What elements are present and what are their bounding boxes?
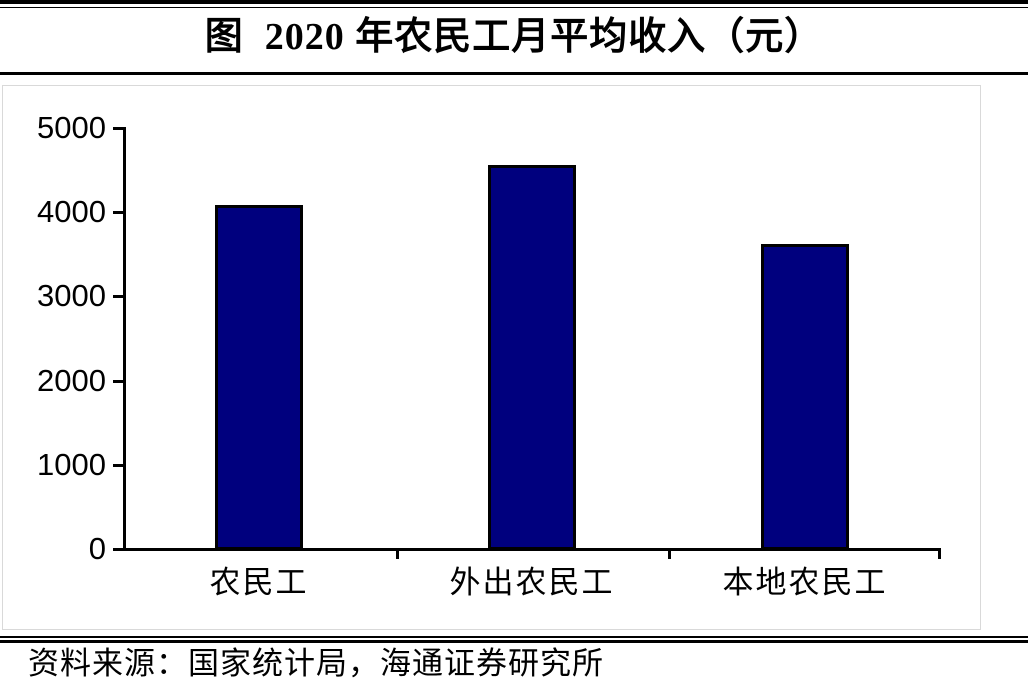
y-tick-mark (113, 211, 123, 214)
x-tick-mark (938, 548, 941, 559)
bar (761, 244, 849, 550)
y-tick-label: 2000 (37, 363, 106, 398)
y-tick-label: 3000 (37, 278, 106, 313)
y-tick-mark (113, 127, 123, 130)
y-axis-line (123, 127, 126, 551)
category-label: 本地农民工 (722, 565, 888, 600)
y-tick-label: 4000 (37, 194, 106, 229)
y-tick-mark (113, 548, 123, 551)
category-label: 农民工 (209, 565, 309, 600)
y-tick-label: 1000 (37, 447, 106, 482)
y-tick-mark (113, 295, 123, 298)
bar (215, 205, 303, 550)
bar (488, 165, 576, 550)
category-label: 外出农民工 (449, 565, 615, 600)
y-tick-label: 0 (88, 531, 106, 566)
top-border-thick (0, 0, 1028, 4)
x-tick-mark (396, 548, 399, 559)
x-tick-mark (668, 548, 671, 559)
top-border-thin (0, 7, 1028, 8)
title-divider (0, 72, 1028, 75)
source-note: 资料来源：国家统计局，海通证券研究所 (28, 646, 604, 681)
figure-title: 图 2020 年农民工月平均收入（元） (204, 16, 824, 58)
y-tick-mark (113, 464, 123, 467)
bottom-divider-thick (0, 640, 1028, 643)
bottom-divider-thin (0, 636, 1028, 638)
y-tick-label: 5000 (37, 110, 106, 145)
y-tick-mark (113, 380, 123, 383)
